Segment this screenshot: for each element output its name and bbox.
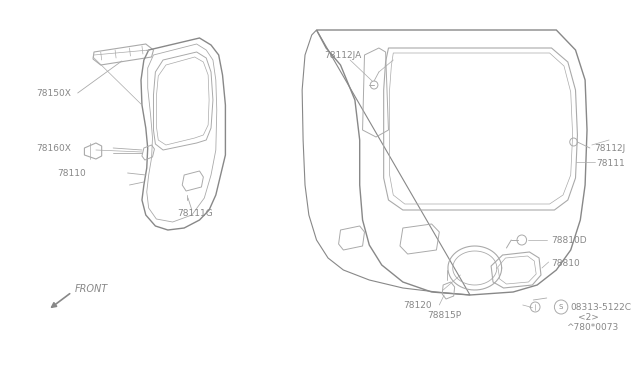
Text: 78810: 78810 bbox=[552, 259, 580, 267]
Text: 78150X: 78150X bbox=[36, 89, 71, 97]
Text: 78112J: 78112J bbox=[595, 144, 626, 153]
Text: 78160X: 78160X bbox=[36, 144, 71, 153]
Text: 78112JA: 78112JA bbox=[324, 51, 362, 60]
Text: 78110: 78110 bbox=[58, 169, 86, 177]
Text: FRONT: FRONT bbox=[75, 284, 108, 294]
Text: S: S bbox=[559, 304, 563, 310]
Text: 08313-5122C: 08313-5122C bbox=[571, 302, 632, 311]
Text: 78815P: 78815P bbox=[427, 311, 461, 320]
Text: ^780*0073: ^780*0073 bbox=[566, 324, 618, 333]
Text: 78111: 78111 bbox=[596, 158, 625, 167]
Text: 78810D: 78810D bbox=[552, 235, 587, 244]
Text: 78120: 78120 bbox=[403, 301, 431, 310]
Text: <2>: <2> bbox=[579, 314, 599, 323]
Text: 78111G: 78111G bbox=[177, 208, 213, 218]
